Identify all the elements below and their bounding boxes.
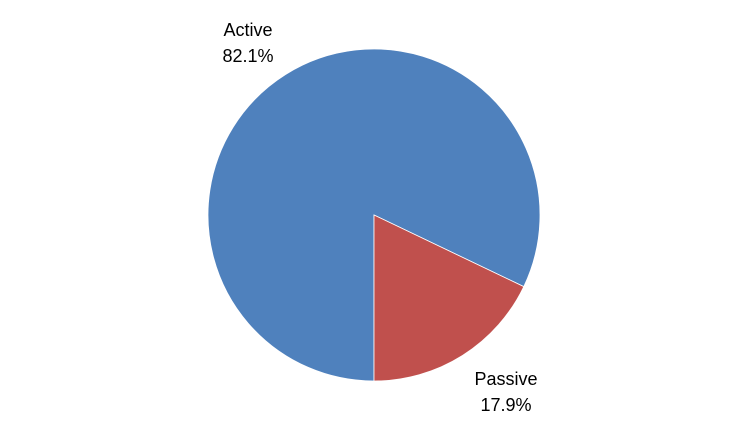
slice-value-passive: 17.9% [480, 395, 531, 415]
pie-slice-passive [373, 214, 525, 382]
pie-slices [207, 48, 541, 382]
slice-label-active: Active [223, 20, 272, 40]
pie-slice-active [207, 48, 541, 382]
slice-label-passive: Passive [474, 369, 537, 389]
slice-value-active: 82.1% [222, 46, 273, 66]
